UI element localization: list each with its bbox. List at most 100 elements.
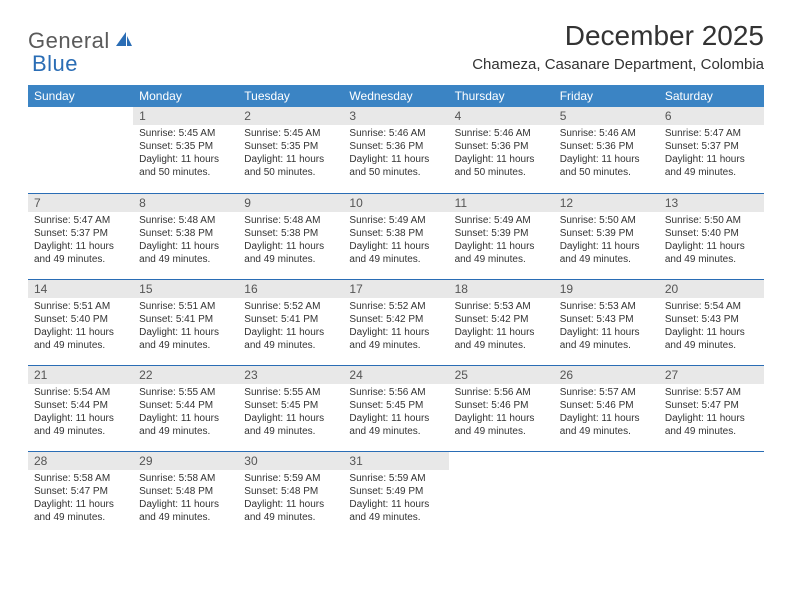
location-text: Chameza, Casanare Department, Colombia [472,56,764,73]
day-info: Sunrise: 5:51 AMSunset: 5:40 PMDaylight:… [28,298,133,356]
day-info: Sunrise: 5:58 AMSunset: 5:48 PMDaylight:… [133,470,238,528]
calendar-week-row: 14Sunrise: 5:51 AMSunset: 5:40 PMDayligh… [28,279,764,365]
calendar-day-cell: 25Sunrise: 5:56 AMSunset: 5:46 PMDayligh… [449,365,554,451]
calendar-day-cell: 6Sunrise: 5:47 AMSunset: 5:37 PMDaylight… [659,107,764,193]
calendar-day-cell: 21Sunrise: 5:54 AMSunset: 5:44 PMDayligh… [28,365,133,451]
calendar-table: Sunday Monday Tuesday Wednesday Thursday… [28,85,764,537]
calendar-day-cell [659,451,764,537]
day-number: 4 [449,107,554,125]
calendar-day-cell: 9Sunrise: 5:48 AMSunset: 5:38 PMDaylight… [238,193,343,279]
day-number: 28 [28,452,133,470]
day-number: 14 [28,280,133,298]
day-number: 21 [28,366,133,384]
calendar-day-cell: 10Sunrise: 5:49 AMSunset: 5:38 PMDayligh… [343,193,448,279]
weekday-head: Saturday [659,85,764,107]
calendar-day-cell [449,451,554,537]
day-number: 23 [238,366,343,384]
day-number: 9 [238,194,343,212]
calendar-day-cell: 14Sunrise: 5:51 AMSunset: 5:40 PMDayligh… [28,279,133,365]
calendar-day-cell: 22Sunrise: 5:55 AMSunset: 5:44 PMDayligh… [133,365,238,451]
day-info: Sunrise: 5:46 AMSunset: 5:36 PMDaylight:… [343,125,448,183]
calendar-day-cell [554,451,659,537]
logo-sail-icon [114,30,134,53]
day-info: Sunrise: 5:56 AMSunset: 5:46 PMDaylight:… [449,384,554,442]
calendar-day-cell [28,107,133,193]
day-info: Sunrise: 5:59 AMSunset: 5:48 PMDaylight:… [238,470,343,528]
day-number: 19 [554,280,659,298]
day-number: 24 [343,366,448,384]
day-number: 18 [449,280,554,298]
calendar-week-row: 28Sunrise: 5:58 AMSunset: 5:47 PMDayligh… [28,451,764,537]
calendar-week-row: 7Sunrise: 5:47 AMSunset: 5:37 PMDaylight… [28,193,764,279]
weekday-head: Tuesday [238,85,343,107]
day-info: Sunrise: 5:54 AMSunset: 5:44 PMDaylight:… [28,384,133,442]
day-info: Sunrise: 5:50 AMSunset: 5:40 PMDaylight:… [659,212,764,270]
day-number: 15 [133,280,238,298]
calendar-day-cell: 13Sunrise: 5:50 AMSunset: 5:40 PMDayligh… [659,193,764,279]
calendar-day-cell: 26Sunrise: 5:57 AMSunset: 5:46 PMDayligh… [554,365,659,451]
day-number: 20 [659,280,764,298]
day-info: Sunrise: 5:47 AMSunset: 5:37 PMDaylight:… [659,125,764,183]
day-info: Sunrise: 5:57 AMSunset: 5:47 PMDaylight:… [659,384,764,442]
day-number: 25 [449,366,554,384]
day-info: Sunrise: 5:48 AMSunset: 5:38 PMDaylight:… [238,212,343,270]
calendar-day-cell: 20Sunrise: 5:54 AMSunset: 5:43 PMDayligh… [659,279,764,365]
day-number: 5 [554,107,659,125]
calendar-week-row: 21Sunrise: 5:54 AMSunset: 5:44 PMDayligh… [28,365,764,451]
day-info: Sunrise: 5:50 AMSunset: 5:39 PMDaylight:… [554,212,659,270]
calendar-day-cell: 17Sunrise: 5:52 AMSunset: 5:42 PMDayligh… [343,279,448,365]
day-number: 16 [238,280,343,298]
day-number: 11 [449,194,554,212]
calendar-day-cell: 2Sunrise: 5:45 AMSunset: 5:35 PMDaylight… [238,107,343,193]
day-number: 7 [28,194,133,212]
weekday-head: Sunday [28,85,133,107]
day-info: Sunrise: 5:54 AMSunset: 5:43 PMDaylight:… [659,298,764,356]
logo-text-blue: Blue [32,51,78,77]
day-info: Sunrise: 5:57 AMSunset: 5:46 PMDaylight:… [554,384,659,442]
calendar-day-cell: 1Sunrise: 5:45 AMSunset: 5:35 PMDaylight… [133,107,238,193]
day-info: Sunrise: 5:52 AMSunset: 5:42 PMDaylight:… [343,298,448,356]
weekday-head: Monday [133,85,238,107]
calendar-day-cell: 24Sunrise: 5:56 AMSunset: 5:45 PMDayligh… [343,365,448,451]
calendar-day-cell: 23Sunrise: 5:55 AMSunset: 5:45 PMDayligh… [238,365,343,451]
day-info: Sunrise: 5:45 AMSunset: 5:35 PMDaylight:… [133,125,238,183]
day-number: 17 [343,280,448,298]
day-info: Sunrise: 5:58 AMSunset: 5:47 PMDaylight:… [28,470,133,528]
weekday-head: Friday [554,85,659,107]
day-number: 26 [554,366,659,384]
day-number: 29 [133,452,238,470]
day-number: 10 [343,194,448,212]
calendar-day-cell: 27Sunrise: 5:57 AMSunset: 5:47 PMDayligh… [659,365,764,451]
day-number: 27 [659,366,764,384]
day-info: Sunrise: 5:49 AMSunset: 5:38 PMDaylight:… [343,212,448,270]
calendar-day-cell: 12Sunrise: 5:50 AMSunset: 5:39 PMDayligh… [554,193,659,279]
day-info: Sunrise: 5:46 AMSunset: 5:36 PMDaylight:… [449,125,554,183]
day-number: 13 [659,194,764,212]
day-info: Sunrise: 5:52 AMSunset: 5:41 PMDaylight:… [238,298,343,356]
title-block: December 2025 Chameza, Casanare Departme… [472,20,764,73]
day-info: Sunrise: 5:47 AMSunset: 5:37 PMDaylight:… [28,212,133,270]
day-info: Sunrise: 5:48 AMSunset: 5:38 PMDaylight:… [133,212,238,270]
month-title: December 2025 [472,20,764,52]
day-number: 22 [133,366,238,384]
calendar-day-cell: 31Sunrise: 5:59 AMSunset: 5:49 PMDayligh… [343,451,448,537]
day-number: 3 [343,107,448,125]
day-info: Sunrise: 5:53 AMSunset: 5:42 PMDaylight:… [449,298,554,356]
day-info: Sunrise: 5:55 AMSunset: 5:44 PMDaylight:… [133,384,238,442]
day-info: Sunrise: 5:53 AMSunset: 5:43 PMDaylight:… [554,298,659,356]
calendar-day-cell: 15Sunrise: 5:51 AMSunset: 5:41 PMDayligh… [133,279,238,365]
calendar-day-cell: 28Sunrise: 5:58 AMSunset: 5:47 PMDayligh… [28,451,133,537]
day-number: 31 [343,452,448,470]
day-number: 8 [133,194,238,212]
calendar-day-cell: 29Sunrise: 5:58 AMSunset: 5:48 PMDayligh… [133,451,238,537]
day-info: Sunrise: 5:51 AMSunset: 5:41 PMDaylight:… [133,298,238,356]
day-number: 12 [554,194,659,212]
day-info: Sunrise: 5:59 AMSunset: 5:49 PMDaylight:… [343,470,448,528]
day-info: Sunrise: 5:45 AMSunset: 5:35 PMDaylight:… [238,125,343,183]
calendar-day-cell: 19Sunrise: 5:53 AMSunset: 5:43 PMDayligh… [554,279,659,365]
calendar-day-cell: 16Sunrise: 5:52 AMSunset: 5:41 PMDayligh… [238,279,343,365]
weekday-head: Wednesday [343,85,448,107]
day-info: Sunrise: 5:46 AMSunset: 5:36 PMDaylight:… [554,125,659,183]
calendar-day-cell: 11Sunrise: 5:49 AMSunset: 5:39 PMDayligh… [449,193,554,279]
calendar-day-cell: 8Sunrise: 5:48 AMSunset: 5:38 PMDaylight… [133,193,238,279]
